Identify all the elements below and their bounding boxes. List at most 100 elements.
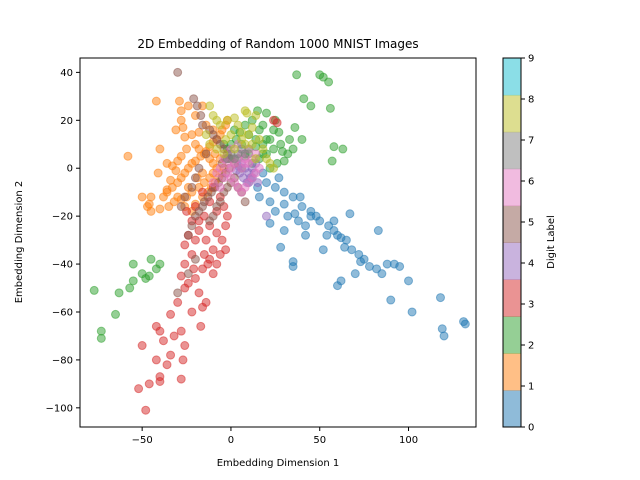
data-point bbox=[297, 202, 307, 212]
colorbar-tick-label: 2 bbox=[528, 341, 534, 352]
data-point bbox=[265, 218, 275, 228]
data-point bbox=[247, 139, 257, 149]
data-point bbox=[270, 206, 280, 216]
data-point bbox=[237, 134, 247, 144]
data-point bbox=[164, 202, 174, 212]
data-point bbox=[134, 384, 144, 394]
data-point bbox=[242, 108, 252, 118]
data-point bbox=[169, 331, 179, 341]
data-point bbox=[288, 261, 298, 271]
colorbar-segment bbox=[503, 279, 521, 317]
data-point bbox=[196, 111, 206, 121]
data-point bbox=[297, 134, 307, 144]
data-point bbox=[332, 281, 342, 291]
data-point bbox=[277, 146, 287, 156]
data-point bbox=[144, 271, 154, 281]
data-point bbox=[151, 96, 161, 106]
data-point bbox=[251, 154, 261, 164]
data-point bbox=[222, 211, 232, 221]
data-point bbox=[176, 374, 186, 384]
data-point bbox=[261, 178, 271, 188]
data-point bbox=[318, 245, 328, 255]
data-point bbox=[162, 360, 172, 370]
colorbar-segment bbox=[503, 58, 521, 96]
data-point bbox=[306, 206, 316, 216]
data-point bbox=[386, 295, 396, 305]
data-point bbox=[146, 254, 156, 264]
data-point bbox=[196, 321, 206, 331]
colorbar-segment bbox=[503, 316, 521, 354]
data-point bbox=[190, 273, 200, 283]
data-point bbox=[254, 163, 264, 173]
data-point bbox=[212, 228, 222, 238]
data-point bbox=[171, 125, 181, 135]
data-point bbox=[407, 307, 417, 317]
data-point bbox=[327, 156, 337, 166]
data-point bbox=[258, 144, 268, 154]
data-point bbox=[437, 324, 447, 334]
data-point bbox=[270, 182, 280, 192]
y-tick-label: −80 bbox=[52, 355, 73, 366]
plot-area-frame bbox=[79, 57, 477, 428]
y-tick-label: 40 bbox=[60, 68, 73, 79]
colorbar-tick-label: 8 bbox=[528, 95, 534, 106]
data-point bbox=[128, 259, 138, 269]
data-point bbox=[151, 321, 161, 331]
data-point bbox=[219, 173, 229, 183]
data-point bbox=[329, 142, 339, 152]
points-layer bbox=[89, 67, 470, 415]
data-point bbox=[128, 276, 138, 286]
x-tick-label: 50 bbox=[313, 435, 326, 446]
data-point bbox=[198, 120, 208, 130]
data-point bbox=[114, 288, 124, 298]
data-point bbox=[190, 211, 200, 221]
data-point bbox=[265, 197, 275, 207]
data-point bbox=[180, 192, 190, 202]
data-point bbox=[176, 202, 186, 212]
colorbar-segment bbox=[503, 205, 521, 243]
data-point bbox=[217, 235, 227, 245]
colorbar-tick-label: 7 bbox=[528, 136, 534, 147]
data-point bbox=[166, 175, 176, 185]
data-point bbox=[274, 173, 284, 183]
y-tick-label: 0 bbox=[67, 164, 73, 175]
data-point bbox=[151, 355, 161, 365]
data-point bbox=[189, 94, 199, 104]
colorbar-frame bbox=[502, 57, 522, 428]
data-point bbox=[301, 230, 311, 240]
series-digit-0 bbox=[244, 168, 470, 341]
data-point bbox=[96, 333, 106, 343]
data-point bbox=[212, 168, 222, 178]
data-point bbox=[269, 144, 279, 154]
data-point bbox=[125, 283, 135, 293]
data-point bbox=[240, 158, 250, 168]
y-tick-label: −40 bbox=[52, 260, 73, 271]
data-point bbox=[306, 101, 316, 111]
data-point bbox=[233, 120, 243, 130]
data-point bbox=[194, 163, 204, 173]
data-point bbox=[215, 249, 225, 259]
x-axis-label: Embedding Dimension 1 bbox=[217, 458, 340, 469]
data-point bbox=[89, 285, 99, 295]
data-point bbox=[183, 230, 193, 240]
y-axis-label: Embedding Dimension 2 bbox=[14, 181, 25, 304]
data-point bbox=[173, 288, 183, 298]
data-point bbox=[244, 130, 254, 140]
data-point bbox=[201, 297, 211, 307]
data-point bbox=[341, 235, 351, 245]
y-tick-label: 20 bbox=[60, 116, 73, 127]
data-point bbox=[190, 235, 200, 245]
data-point bbox=[203, 259, 213, 269]
data-point bbox=[167, 161, 177, 171]
data-point bbox=[183, 101, 193, 111]
data-point bbox=[222, 115, 232, 125]
colorbar-segment bbox=[503, 168, 521, 207]
data-point bbox=[194, 226, 204, 236]
data-point bbox=[183, 269, 193, 279]
colorbar-tick-label: 5 bbox=[528, 218, 534, 229]
data-point bbox=[285, 134, 295, 144]
data-point bbox=[182, 144, 192, 154]
data-point bbox=[190, 254, 200, 264]
data-point bbox=[176, 106, 186, 116]
data-point bbox=[276, 242, 286, 252]
